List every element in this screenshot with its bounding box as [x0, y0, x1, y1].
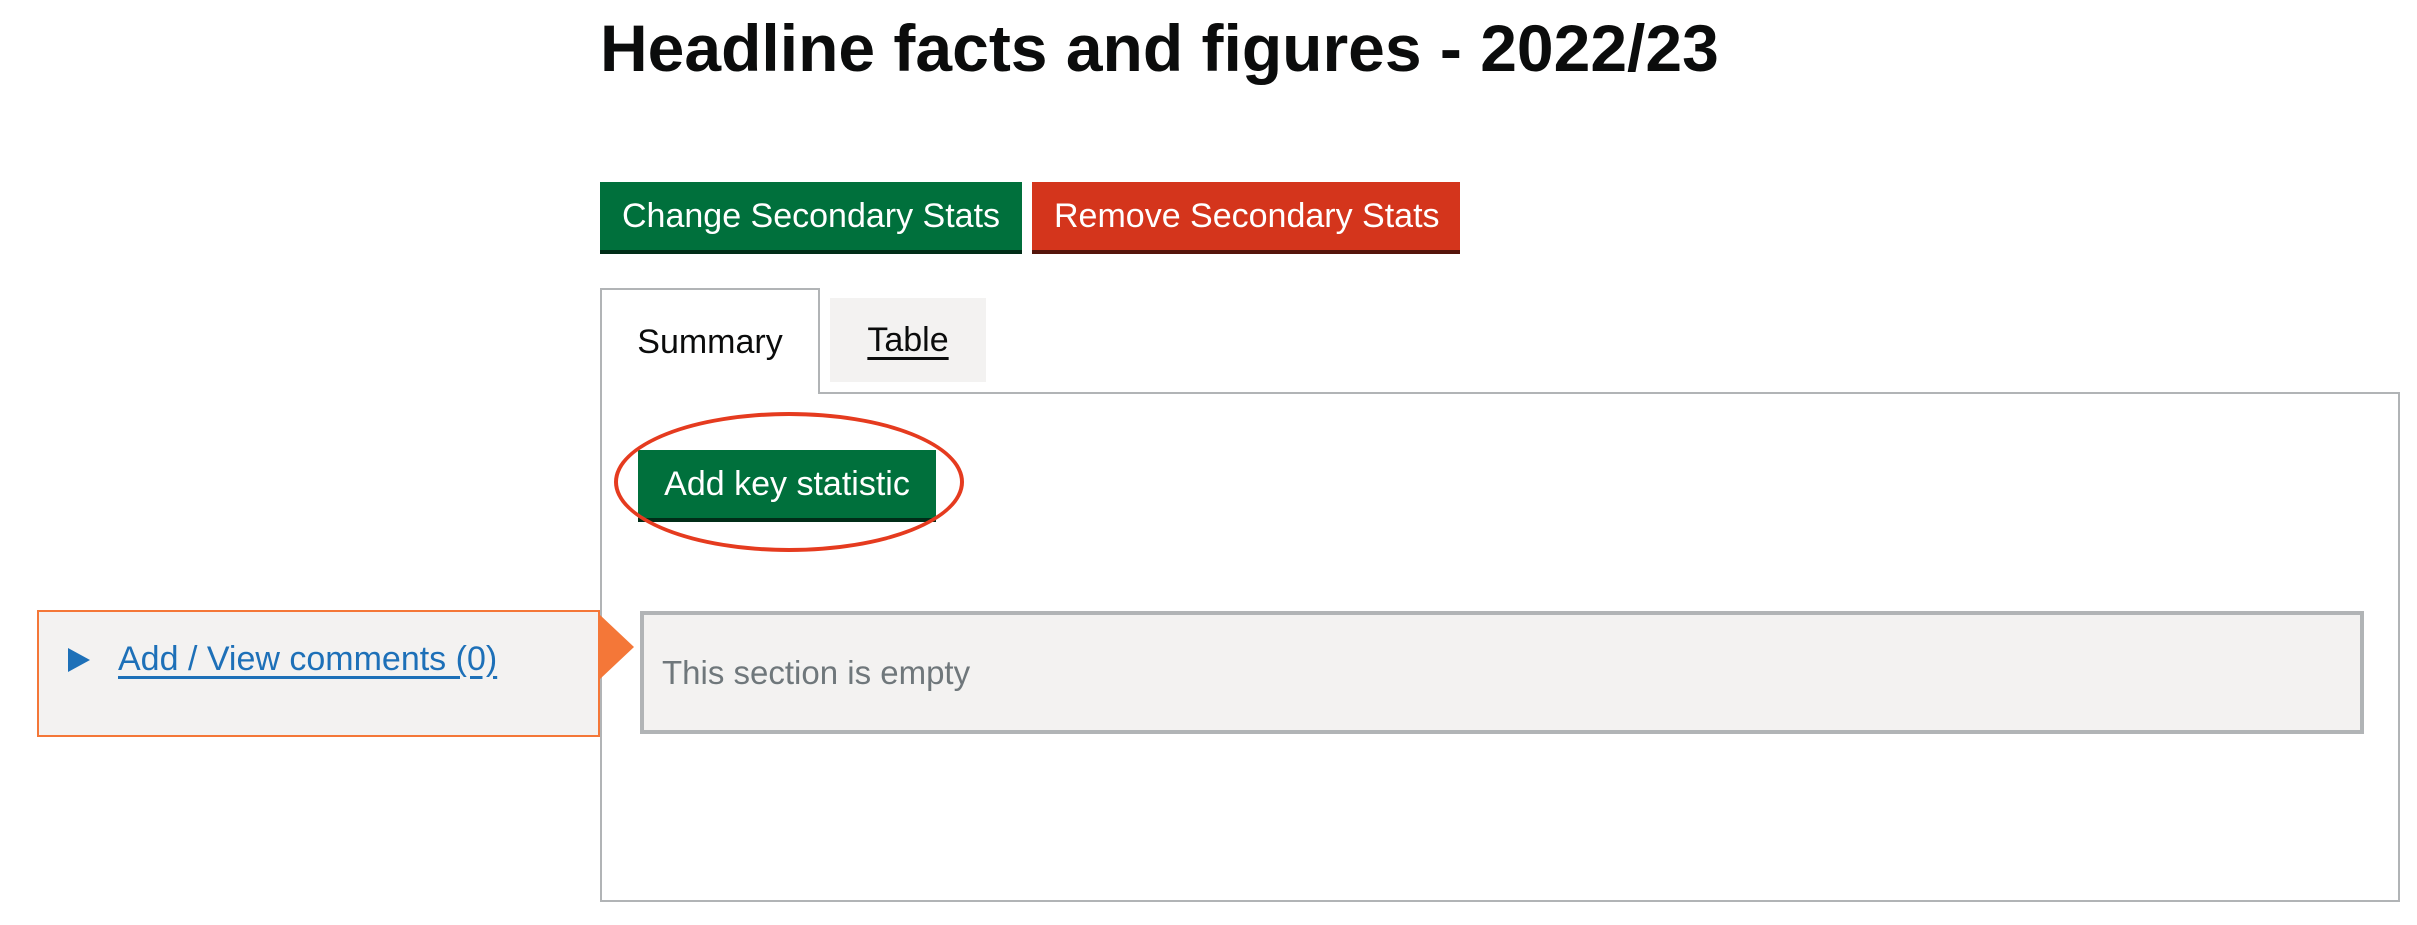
tab-summary[interactable]: Summary: [600, 288, 820, 394]
remove-secondary-stats-button[interactable]: Remove Secondary Stats: [1032, 182, 1460, 250]
comments-toggle[interactable]: Add / View comments (0): [68, 640, 497, 679]
comments-pointer-arrow: [600, 615, 634, 679]
page-title: Headline facts and figures - 2022/23: [600, 11, 1719, 85]
tab-table[interactable]: Table: [830, 298, 986, 382]
add-key-statistic-button[interactable]: Add key statistic: [638, 450, 936, 518]
change-secondary-stats-button[interactable]: Change Secondary Stats: [600, 182, 1022, 250]
add-view-comments-link[interactable]: Add / View comments (0): [118, 640, 498, 678]
triangle-right-icon: [68, 647, 90, 672]
empty-section-message: This section is empty: [640, 611, 2364, 734]
comments-panel: [37, 610, 600, 737]
